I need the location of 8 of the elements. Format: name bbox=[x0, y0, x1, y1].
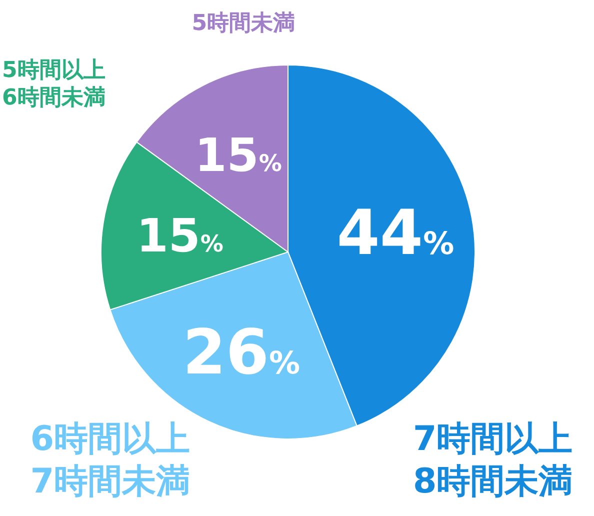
data-label: 15% bbox=[194, 128, 282, 182]
slice-label: 5時間以上 6時間未満 bbox=[2, 58, 106, 110]
data-label: 15% bbox=[136, 208, 224, 262]
slice-label: 7時間以上 8時間未満 bbox=[413, 419, 573, 502]
slice-label: 6時間以上 7時間未満 bbox=[30, 419, 190, 502]
data-label: 26% bbox=[182, 315, 300, 388]
slice-label: 5時間未満 bbox=[192, 11, 295, 36]
data-label: 44% bbox=[336, 196, 454, 269]
